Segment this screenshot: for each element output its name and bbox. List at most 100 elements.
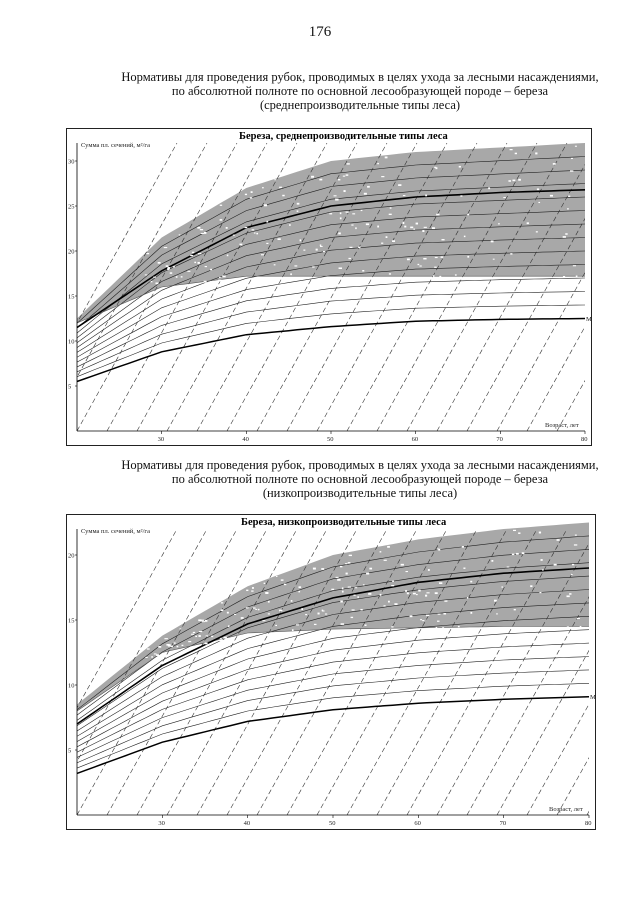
y-tick-label: 5 (68, 748, 71, 755)
thin-curve (77, 277, 585, 368)
speckle (406, 258, 410, 261)
speckle (538, 201, 541, 204)
speckle (321, 568, 325, 570)
dashed-guide-line (166, 143, 328, 431)
speckle (573, 544, 578, 546)
speckle (526, 222, 529, 225)
speckle (164, 638, 168, 640)
speckle (265, 592, 269, 594)
speckle (275, 624, 278, 627)
speckle (425, 614, 430, 617)
thin-curve (77, 183, 585, 334)
dashed-guide-line (587, 143, 591, 431)
dashed-guide-line (226, 529, 388, 815)
speckle (190, 255, 194, 257)
thin-curve (77, 656, 589, 758)
speckle (218, 276, 221, 278)
speckle (266, 242, 269, 245)
speckle (538, 531, 542, 534)
speckle (511, 553, 515, 556)
speckle (220, 637, 222, 639)
speckle (377, 162, 379, 165)
speckle (205, 635, 209, 637)
speckle (262, 620, 266, 622)
speckle (210, 268, 213, 271)
y-tick-label: 15 (68, 618, 75, 625)
dashed-guide-line (77, 143, 208, 378)
speckle (172, 266, 175, 268)
speckle (175, 276, 178, 278)
speckle (466, 597, 469, 599)
dashed-guide-line (436, 542, 589, 815)
speckle (322, 251, 326, 253)
dashed-guide-line (406, 529, 568, 815)
speckle (568, 195, 571, 197)
heading-line: Нормативы для проведения рубок, проводим… (121, 458, 599, 472)
speckle (556, 539, 560, 541)
speckle (364, 624, 367, 626)
speckle (342, 175, 346, 177)
speckle (345, 174, 349, 176)
speckle (167, 267, 170, 270)
speckle (347, 562, 351, 564)
speckle (431, 227, 435, 230)
speckle (402, 195, 406, 197)
speckle (512, 179, 516, 182)
speckle (301, 608, 303, 611)
speckle (569, 593, 572, 595)
speckle (146, 253, 150, 255)
dashed-guide-line (466, 217, 585, 431)
speckle (406, 592, 409, 595)
speckle (470, 611, 473, 614)
dashed-guide-line (136, 143, 298, 431)
speckle (387, 545, 390, 548)
dashed-guide-line (346, 143, 508, 431)
y-tick-label: 20 (68, 553, 75, 560)
speckle (198, 635, 201, 637)
speckle (363, 192, 367, 195)
speckle (503, 197, 506, 199)
x-tick-label: 50 (329, 820, 336, 827)
speckle (251, 590, 254, 592)
speckle (198, 619, 202, 622)
speckle (321, 610, 325, 612)
dashed-guide-line (496, 271, 585, 431)
speckle (227, 625, 230, 627)
speckle (343, 190, 346, 193)
speckle (413, 228, 416, 230)
speckle (434, 592, 438, 595)
speckles (145, 529, 582, 658)
speckle (239, 243, 243, 246)
heading-line: (среднепроизводительные типы леса) (259, 98, 461, 112)
speckle (341, 590, 344, 593)
speckle (402, 222, 405, 225)
y-tick-label: 10 (68, 683, 75, 690)
speckle (277, 238, 281, 240)
speckle (383, 605, 386, 607)
thin-curve (77, 683, 589, 769)
speckle (158, 646, 162, 648)
speckle (155, 282, 159, 285)
speckle (339, 212, 342, 215)
speckle (571, 563, 575, 566)
y-tick-label: 15 (68, 294, 75, 301)
speckle (498, 223, 500, 225)
speckle (344, 563, 348, 565)
speckle (463, 235, 466, 238)
dashed-guide-line (256, 143, 418, 431)
speckle (379, 593, 382, 596)
speckle (218, 279, 222, 282)
speckle (219, 204, 223, 206)
speckle (490, 240, 494, 243)
speckle (317, 612, 320, 615)
thin-curve (77, 629, 589, 748)
thin-curve (77, 223, 585, 348)
y-tick-label: 20 (68, 249, 75, 256)
speckle (191, 251, 195, 253)
speckle (157, 261, 161, 264)
speckle (194, 261, 197, 264)
speckle (415, 222, 419, 225)
speckle (312, 567, 316, 570)
speckle (496, 613, 498, 615)
speckle (303, 249, 306, 251)
